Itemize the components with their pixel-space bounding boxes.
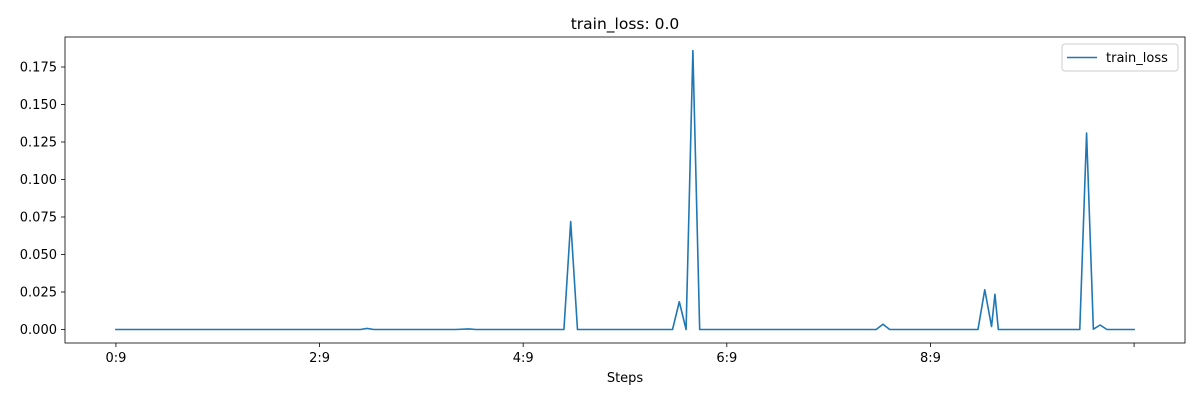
y-tick-label: 0.075 [20, 211, 57, 226]
x-tick-label: 6:9 [716, 351, 737, 366]
y-tick-label: 0.175 [20, 61, 57, 76]
x-axis-label: Steps [607, 371, 644, 386]
y-tick-label: 0.000 [20, 323, 57, 338]
y-tick-label: 0.025 [20, 286, 57, 301]
legend-box [1061, 43, 1179, 72]
x-tick-label: 2:9 [309, 351, 330, 366]
y-tick-label: 0.125 [20, 136, 57, 151]
plot-area [115, 49, 1135, 331]
chart-title: train_loss: 0.0 [571, 15, 680, 34]
y-axis-ticks: 0.000 0.025 0.050 0.075 0.100 0.125 0.150 0.175 [20, 61, 65, 338]
y-tick-label: 0.150 [20, 98, 57, 113]
x-tick-label: 8:9 [920, 351, 941, 366]
y-tick-label: 0.100 [20, 173, 57, 188]
x-tick-label: 0:9 [105, 351, 126, 366]
legend: train_loss [1061, 43, 1179, 72]
series-line-train_loss [115, 49, 1135, 331]
x-tick-label: 4:9 [513, 351, 534, 366]
axes-frame [64, 36, 1186, 344]
y-tick-label: 0.050 [20, 248, 57, 263]
x-axis-ticks: 0:9 2:9 4:9 6:9 8:9 [105, 343, 1135, 366]
legend-label: train_loss [1106, 51, 1168, 66]
